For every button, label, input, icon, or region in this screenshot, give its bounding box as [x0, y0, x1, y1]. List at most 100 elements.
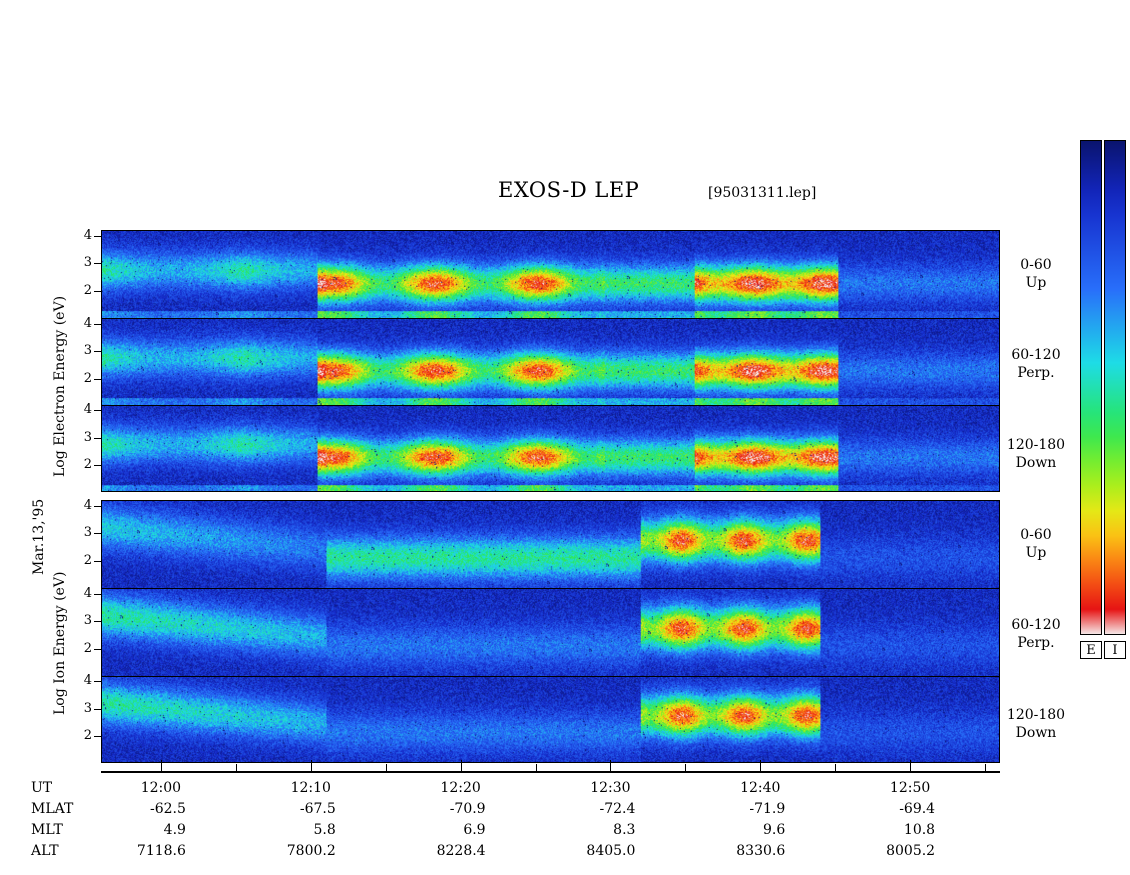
spectrogram-panel-electron-up [101, 230, 1000, 319]
x-tick [310, 760, 312, 771]
y-tick [94, 323, 101, 325]
pitch-angle: 120-180 [1006, 707, 1066, 723]
direction: Perp. [1017, 365, 1055, 381]
ion-axis-label: Log Ion Energy (eV) [52, 571, 68, 715]
panel-label-electron-perp: 60-120 Perp. [996, 346, 1076, 382]
y-tick-label: 3 [83, 700, 92, 716]
y-tick [94, 649, 101, 651]
x-tick [685, 764, 687, 771]
y-tick-label: 3 [83, 429, 92, 445]
y-tick [94, 708, 101, 710]
y-tick [94, 291, 101, 293]
y-tick-label: 4 [83, 673, 92, 689]
y-tick-label: 2 [83, 283, 92, 299]
heatmap-electron-down [102, 406, 999, 491]
colorbar-electron [1080, 140, 1102, 635]
y-tick [94, 505, 101, 507]
direction: Up [1025, 275, 1047, 291]
x-tick [385, 764, 387, 771]
y-tick-label: 4 [83, 497, 92, 513]
x-tick [835, 764, 837, 771]
y-tick-label: 3 [83, 343, 92, 358]
y-tick-label: 2 [83, 370, 92, 386]
colorbar-label-ion: I [1104, 641, 1126, 659]
y-tick [94, 410, 101, 412]
direction: Perp. [1017, 635, 1055, 651]
spectrogram-panel-ion-up [101, 500, 1000, 589]
ephemeris-ut-value: 12:10 [290, 780, 331, 796]
ephemeris-mlt-value: 10.8 [903, 822, 936, 838]
ephemeris-alt-value: 8228.4 [436, 843, 486, 859]
ephemeris-mlt-value: 4.9 [163, 822, 186, 838]
y-tick-label: 4 [83, 402, 92, 418]
y-tick-label: 4 [83, 315, 92, 331]
ephemeris-ut-value: 12:50 [889, 780, 931, 796]
y-tick-label: 3 [83, 525, 92, 541]
panel-label-ion-up: 0-60 Up [996, 526, 1076, 562]
y-tick [94, 735, 101, 737]
y-tick-label: 2 [83, 727, 92, 743]
ephemeris-alt-value: 8405.0 [586, 843, 636, 859]
y-tick [94, 263, 101, 265]
heatmap-ion-up [102, 501, 999, 588]
y-tick-label: 3 [83, 613, 92, 629]
panel-label-ion-perp: 60-120 Perp. [996, 616, 1076, 652]
y-tick [94, 437, 101, 439]
ephemeris-mlat-value: -67.5 [299, 801, 336, 817]
ephemeris-alt-value: 8005.2 [886, 843, 936, 859]
ephemeris-mlt-value: 6.9 [463, 822, 486, 838]
y-tick-label: 4 [83, 585, 92, 601]
heatmap-ion-down [102, 677, 999, 762]
x-tick [235, 764, 237, 771]
ephemeris-row-label: MLAT [31, 801, 74, 817]
y-tick [94, 621, 101, 623]
ephemeris-alt-value: 8330.6 [736, 843, 786, 859]
ephemeris-mlat-value: -62.5 [150, 801, 186, 817]
ephemeris-row-label: ALT [31, 843, 59, 859]
ephemeris-mlt-value: 9.6 [763, 822, 786, 838]
time-axis-line [101, 771, 1000, 773]
x-tick [610, 760, 612, 771]
panel-label-electron-down: 120-180 Down [996, 436, 1076, 472]
y-tick [94, 378, 101, 380]
ephemeris-ut-value: 12:40 [740, 780, 781, 796]
ephemeris-ut-value: 12:30 [590, 780, 631, 796]
direction: Up [1025, 545, 1047, 561]
pitch-angle: 60-120 [1011, 347, 1061, 363]
ephemeris-mlat-value: -69.4 [899, 801, 936, 817]
pitch-angle: 0-60 [1020, 257, 1052, 273]
pitch-angle: 60-120 [1011, 617, 1061, 633]
spectrogram-panel-ion-down [101, 676, 1000, 763]
spectrogram-panel-ion-perp [101, 588, 1000, 677]
panel-label-electron-up: 0-60 Up [996, 256, 1076, 292]
date-label: Mar.13,'95 [31, 498, 47, 575]
y-tick-label: 3 [83, 255, 92, 271]
chart-title: EXOS-D LEP [498, 178, 640, 202]
y-tick [94, 593, 101, 595]
ephemeris-row-label: UT [31, 780, 53, 796]
y-tick [94, 561, 101, 563]
y-tick [94, 351, 101, 352]
ephemeris-mlat-value: -72.4 [599, 801, 636, 817]
y-tick-label: 4 [83, 227, 92, 243]
ephemeris-mlt-value: 8.3 [613, 822, 636, 838]
x-tick [910, 760, 912, 771]
pitch-angle: 120-180 [1006, 437, 1066, 453]
colorbar-ion [1104, 140, 1126, 635]
electron-axis-label: Log Electron Energy (eV) [52, 295, 68, 477]
y-tick-label: 2 [83, 641, 92, 657]
ephemeris-ut-value: 12:00 [140, 780, 182, 796]
x-tick [535, 764, 537, 771]
y-tick [94, 235, 101, 237]
y-tick [94, 464, 101, 466]
y-tick [94, 533, 101, 535]
y-tick-label: 2 [83, 553, 92, 569]
pitch-angle: 0-60 [1020, 527, 1052, 543]
panel-label-ion-down: 120-180 Down [996, 706, 1076, 742]
spectrogram-panel-electron-down [101, 405, 1000, 492]
ephemeris-ut-value: 12:20 [440, 780, 481, 796]
x-tick [985, 764, 987, 771]
ephemeris-alt-value: 7118.6 [136, 843, 186, 859]
ephemeris-mlat-value: -70.9 [449, 801, 486, 817]
spectrogram-panel-electron-perp [101, 318, 1000, 406]
